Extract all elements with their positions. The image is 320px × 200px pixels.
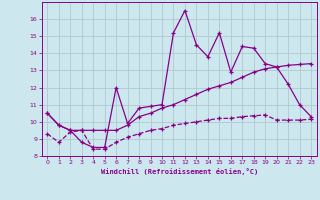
X-axis label: Windchill (Refroidissement éolien,°C): Windchill (Refroidissement éolien,°C) (100, 168, 258, 175)
